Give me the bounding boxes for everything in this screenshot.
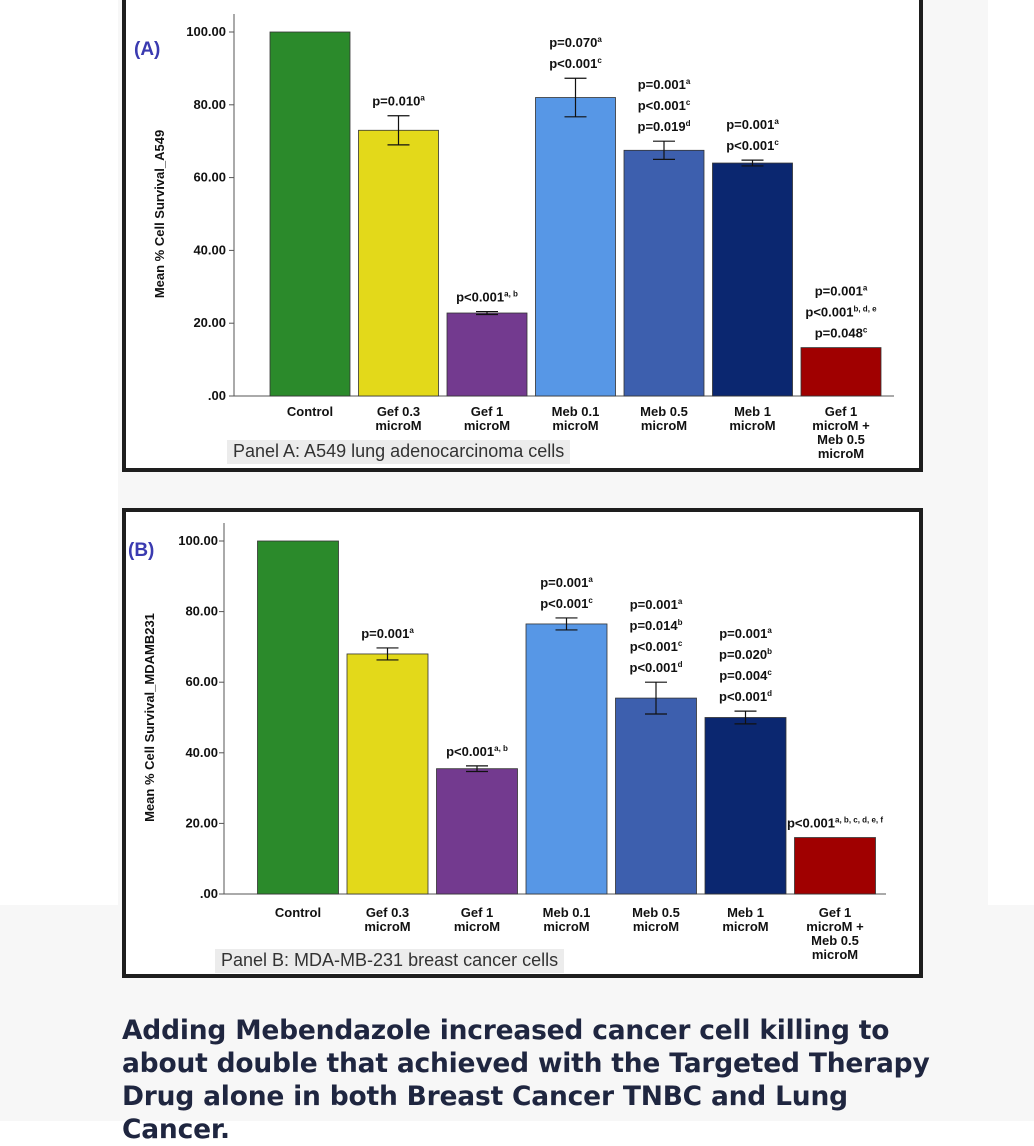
panel-b-bar-3 (436, 768, 518, 895)
panel-b-p-value-label: p=0.001a (630, 597, 683, 612)
panel-b-p-value-label: p=0.020b (719, 647, 772, 662)
panel-b-p-value-label: p<0.001d (719, 689, 772, 704)
panel-b-caption: Panel B: MDA-MB-231 breast cancer cells (215, 949, 565, 973)
panel-a-p-value-label: p<0.001c (638, 98, 691, 113)
panel-b-bar-5 (615, 697, 697, 895)
panel-a-category-label: Meb 0.1 microM (552, 404, 600, 433)
panel-b-p-value-label: p=0.014b (630, 618, 683, 633)
panel-a-category-label: Gef 0.3 microM (375, 404, 421, 433)
panel-a-p-value-label: p=0.001a (726, 117, 779, 132)
panel-a-y-axis-label: Mean % Cell Survival_A549 (152, 130, 167, 298)
panel-a-y-tick-label: 60.00 (193, 170, 226, 185)
panel-b-bar-4 (525, 623, 608, 895)
panel-a-bar-4 (535, 97, 616, 397)
panel-b-bar-1 (257, 540, 339, 895)
panel-a-p-value-label: p<0.001b, d, e (805, 305, 877, 320)
panel-b-p-value-label: p<0.001d (630, 660, 683, 675)
panel-b-y-tick-label: 80.00 (185, 604, 218, 619)
panel-a-y-tick-label: .00 (208, 388, 226, 403)
panel-a-y-tick-label: 100.00 (186, 24, 226, 39)
panel-b-panel-label: (B) (128, 540, 154, 561)
panel-b-category-label: Gef 1 microM + Meb 0.5 microM (806, 905, 864, 962)
panel-a-p-value-label: p<0.001a, b (456, 290, 518, 305)
panel-a-category-label: Meb 1 microM (729, 404, 775, 433)
panel-b-p-value-label: p=0.004c (719, 668, 772, 683)
panel-a-panel-label: (A) (134, 39, 160, 60)
panel-b-bar-6 (704, 717, 787, 895)
panel-b-category-label: Meb 0.1 microM (543, 905, 591, 934)
panel-a-svg: (A) Mean % Cell Survival_A549 100.00 80.00 6… (134, 14, 894, 461)
panel-b-y-axis-label: Mean % Cell Survival_MDAMB231 (142, 613, 157, 822)
panel-a-bar-5 (623, 149, 705, 397)
panel-a-p-value-label: p=0.019d (638, 119, 691, 134)
panel-b-p-value-label: p=0.001a (361, 626, 414, 641)
panel-b-y-tick-label: 100.00 (178, 533, 218, 548)
panel-a-p-value-label: p=0.048c (815, 326, 868, 341)
panel-a-bar-1 (269, 31, 351, 397)
panel-b-p-value-label: p=0.001a (719, 626, 772, 641)
panel-a-p-value-label: p=0.010a (372, 94, 425, 109)
panel-a-bar-7 (800, 347, 882, 397)
panel-b-p-value-label: p<0.001c (540, 596, 593, 611)
panel-b-p-value-label: p<0.001a, b (446, 744, 508, 759)
panel-b-y-tick-label: 20.00 (185, 815, 218, 830)
panel-a-category-label: Control (287, 404, 333, 419)
panel-b-category-label: Gef 0.3 microM (364, 905, 410, 934)
panel-b-category-label: Meb 1 microM (722, 905, 768, 934)
panel-b-y-tick-label: 40.00 (185, 745, 218, 760)
panel-b-p-value-label: p<0.001c (630, 639, 683, 654)
panel-a-category-label: Gef 1 microM + Meb 0.5 microM (812, 404, 870, 461)
panel-a-bar-3 (446, 312, 528, 397)
panel-b-bar-7 (794, 837, 876, 895)
panel-b-category-label: Gef 1 microM (454, 905, 500, 934)
panel-a-category-label: Meb 0.5 microM (640, 404, 688, 433)
panel-b-svg: (B) Mean % Cell Survival_MDAMB231 100.00 80… (128, 523, 886, 962)
panel-b-category-label: Meb 0.5 microM (632, 905, 680, 934)
panel-a-y-tick-label: 20.00 (193, 315, 226, 330)
panel-a-category-label: Gef 1 microM (464, 404, 510, 433)
panel-a-bar-6 (712, 162, 793, 397)
panel-b-y-tick-label: .00 (200, 886, 218, 901)
panel-a-chart: (A) Mean % Cell Survival_A549 100.00 80.00 6… (122, 0, 923, 472)
panel-a-p-value-label: p=0.070a (549, 35, 602, 50)
panel-b-p-value-label: p<0.001a, b, c, d, e, f (787, 816, 883, 831)
panel-a-p-value-label: p=0.001a (815, 284, 868, 299)
panel-a-y-tick-label: 80.00 (193, 97, 226, 112)
panel-a-y-tick-label: 40.00 (193, 242, 226, 257)
panel-b-chart: (B) Mean % Cell Survival_MDAMB231 100.00 80… (122, 508, 923, 978)
panel-b-bar-2 (346, 653, 429, 895)
panel-a-p-value-label: p<0.001c (726, 138, 779, 153)
panel-b-category-label: Control (275, 905, 321, 920)
panel-b-y-tick-label: 60.00 (185, 674, 218, 689)
headline-text: Adding Mebendazole increased cancer cell… (122, 1015, 930, 1145)
panel-a-bar-2 (358, 129, 439, 397)
panel-a-p-value-label: p=0.001a (638, 77, 691, 92)
panel-a-caption: Panel A: A549 lung adenocarcinoma cells (227, 440, 571, 464)
panel-a-p-value-label: p<0.001c (549, 56, 602, 71)
panel-b-p-value-label: p=0.001a (540, 575, 593, 590)
